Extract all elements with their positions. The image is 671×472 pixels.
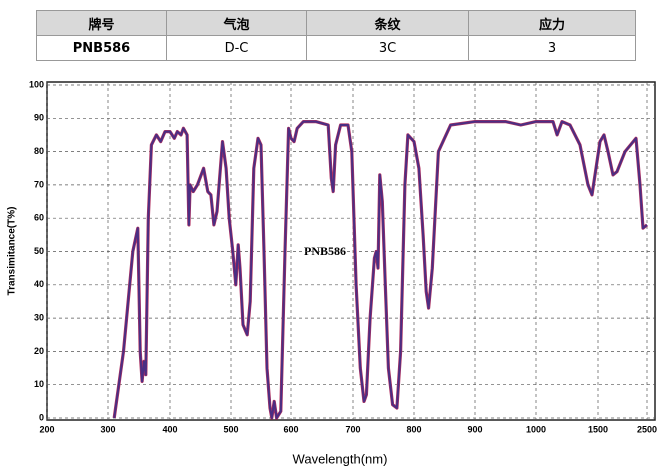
y-tick-label: 70 [34, 179, 44, 189]
cell: D-C [166, 35, 307, 61]
y-tick-label: 100 [29, 79, 44, 89]
x-tick-label: 600 [283, 424, 298, 434]
y-tick-label: 0 [39, 412, 44, 422]
y-tick-label: 20 [34, 346, 44, 356]
x-tick-label: 700 [345, 424, 360, 434]
cell: 3 [468, 35, 636, 61]
spec-table: 牌号 气泡 条纹 应力 PNB586 D-C 3C 3 [36, 10, 636, 61]
x-tick-label: 1000 [526, 424, 546, 434]
y-tick-label: 50 [34, 246, 44, 256]
annotation: PNB586 [304, 244, 346, 258]
x-tick-label: 1500 [588, 424, 608, 434]
x-tick-label: 800 [406, 424, 421, 434]
y-tick-label: 60 [34, 213, 44, 223]
y-tick-label: 30 [34, 312, 44, 322]
y-tick-label: 80 [34, 146, 44, 156]
x-tick-label: 500 [223, 424, 238, 434]
header-cell: 牌号 [36, 10, 167, 36]
header-cell: 应力 [468, 10, 636, 36]
y-tick-label: 10 [34, 379, 44, 389]
cell: 3C [306, 35, 469, 61]
x-axis-label: Wavelength(nm) [293, 451, 388, 466]
cell: PNB586 [36, 35, 167, 61]
x-tick-label: 900 [467, 424, 482, 434]
y-tick-label: 40 [34, 279, 44, 289]
x-tick-label: 2500 [637, 424, 657, 434]
series-line [113, 120, 648, 419]
y-axis-label: Transimitance(T%) [7, 207, 18, 296]
y-tick-label: 90 [34, 113, 44, 123]
x-tick-label: 200 [39, 424, 54, 434]
x-tick-label: 400 [162, 424, 177, 434]
x-tick-label: 300 [100, 424, 115, 434]
series-line-outline [112, 120, 649, 420]
